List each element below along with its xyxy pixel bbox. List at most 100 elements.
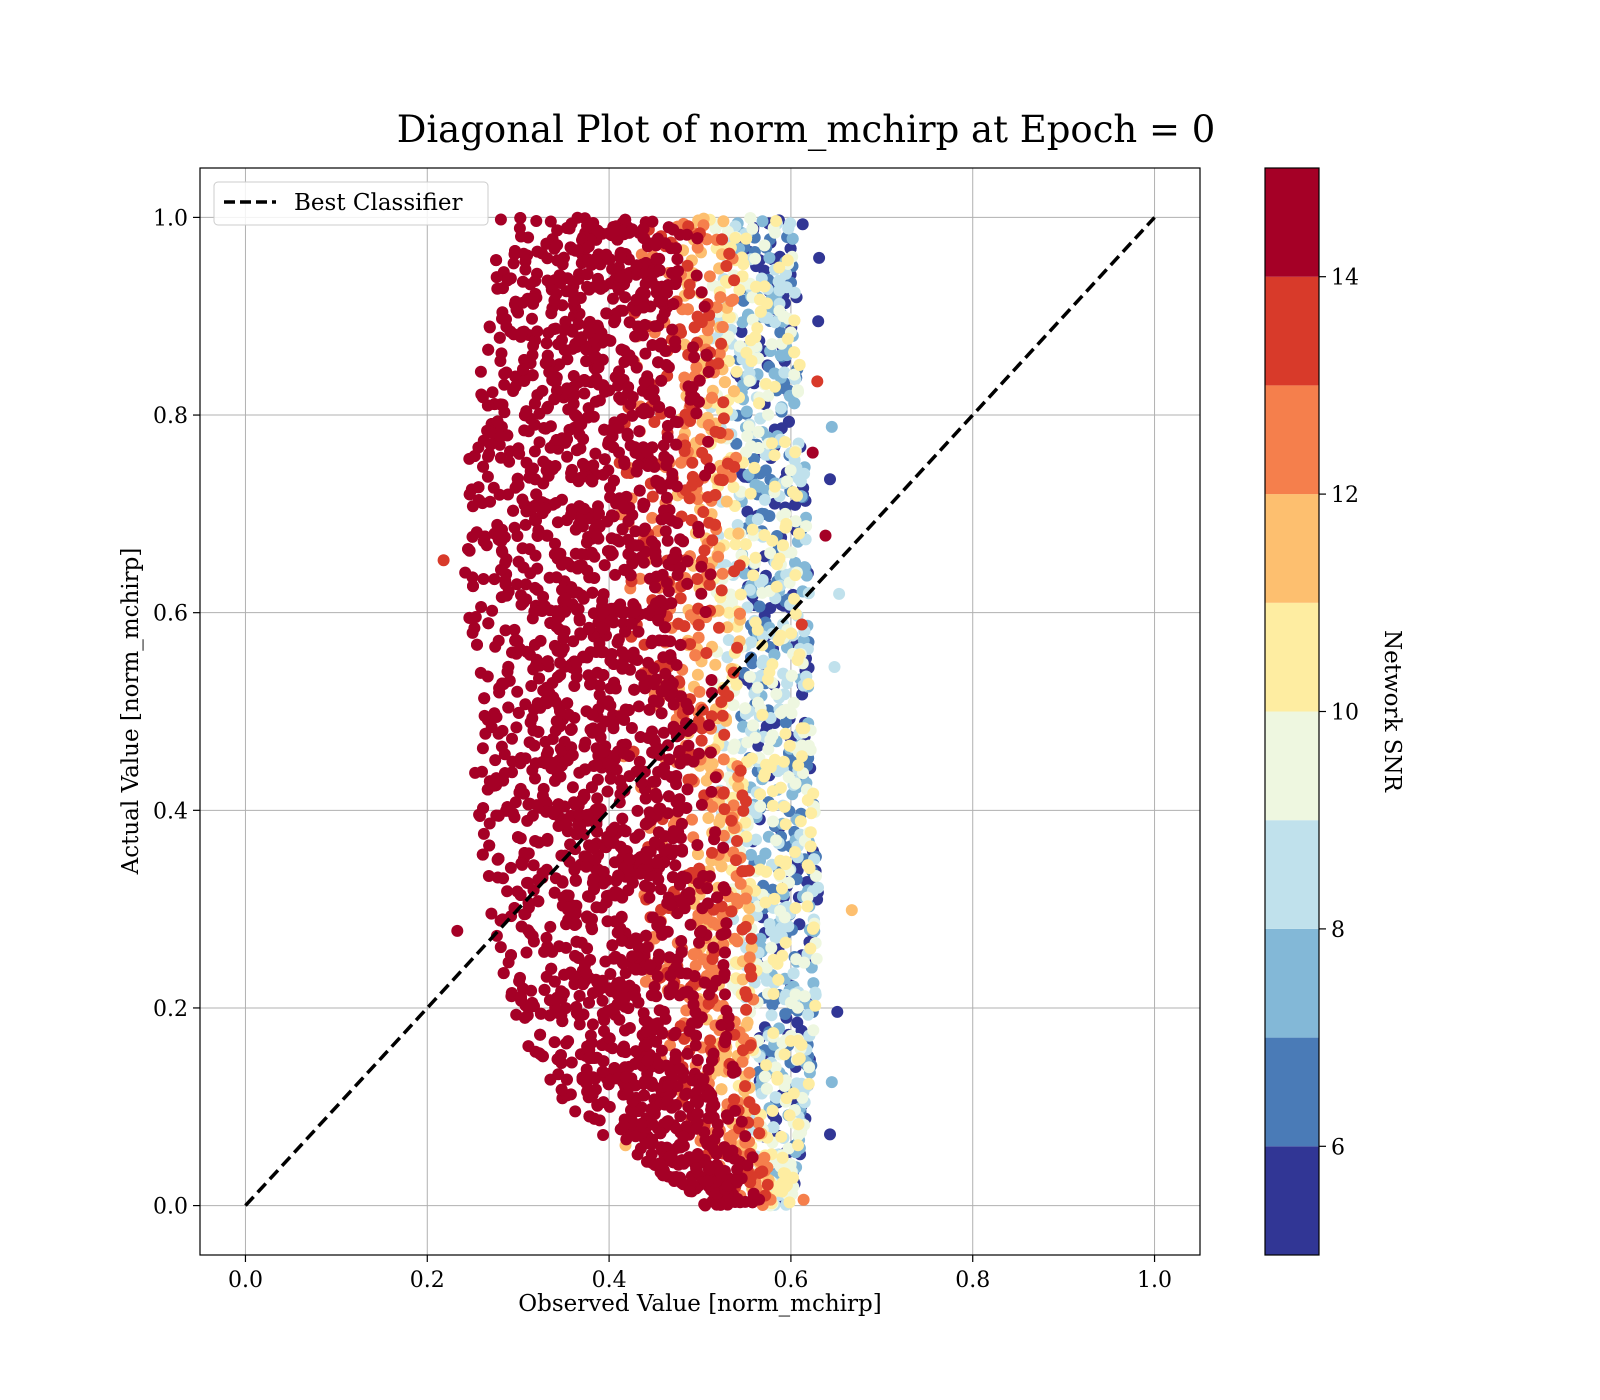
scatter-point [789, 846, 801, 858]
scatter-point [674, 757, 687, 770]
scatter-point [678, 445, 691, 457]
scatter-point [691, 1054, 704, 1067]
scatter-point [681, 985, 694, 998]
scatter-point [683, 278, 696, 291]
scatter-point [833, 587, 846, 600]
scatter-point [634, 731, 647, 743]
scatter-point [773, 304, 786, 317]
scatter-point [554, 770, 567, 783]
scatter-point [767, 1027, 780, 1039]
scatter-point [686, 456, 699, 469]
scatter-point [549, 497, 562, 509]
scatter-point [691, 839, 704, 851]
scatter-point [824, 1128, 836, 1141]
scatter-point [739, 538, 752, 551]
scatter-point [785, 669, 798, 682]
scatter-point [794, 815, 807, 828]
scatter-point [777, 539, 789, 552]
scatter-point [701, 324, 714, 337]
scatter-point [718, 967, 731, 980]
scatter-point [710, 301, 723, 314]
scatter-point [576, 457, 589, 470]
scatter-point [717, 959, 730, 971]
scatter-point [789, 446, 802, 459]
scatter-point [718, 803, 731, 816]
scatter-point [545, 756, 558, 769]
scatter-point [606, 1042, 619, 1055]
scatter-point [757, 654, 770, 667]
scatter-point [713, 347, 726, 360]
scatter-point [745, 942, 758, 954]
scatter-point [691, 668, 704, 681]
scatter-point [743, 670, 756, 683]
scatter-point [674, 1110, 687, 1123]
scatter-point [784, 464, 797, 477]
scatter-point [472, 481, 485, 494]
scatter-point [802, 1077, 815, 1090]
scatter-point [704, 746, 717, 759]
scatter-point [630, 963, 642, 976]
scatter-point [793, 527, 805, 540]
scatter-point [541, 355, 554, 367]
scatter-point [716, 709, 729, 722]
scatter-point [692, 714, 705, 727]
scatter-point [611, 887, 624, 899]
scatter-point [565, 583, 578, 596]
scatter-point [762, 389, 775, 402]
scatter-point [740, 232, 753, 245]
scatter-point [690, 361, 703, 374]
scatter-point [573, 989, 586, 1002]
scatter-point [561, 450, 574, 463]
scatter-point [706, 1054, 718, 1067]
scatter-point [543, 571, 556, 584]
scatter-point [513, 975, 526, 988]
scatter-point [669, 335, 682, 348]
scatter-point [674, 638, 687, 651]
scatter-point [642, 816, 655, 829]
scatter-point [712, 550, 725, 563]
scatter-point [514, 752, 527, 765]
scatter-point [788, 368, 801, 381]
scatter-point [771, 558, 783, 571]
scatter-point [619, 291, 631, 304]
scatter-point [789, 569, 802, 582]
scatter-point [735, 1115, 748, 1128]
scatter-point [797, 1193, 810, 1206]
scatter-point [734, 877, 747, 890]
scatter-point [670, 242, 682, 255]
scatter-point [765, 941, 778, 954]
scatter-point [626, 409, 639, 422]
scatter-point [522, 1040, 535, 1053]
scatter-point [763, 510, 776, 522]
scatter-point [717, 753, 730, 766]
scatter-point [813, 251, 826, 264]
scatter-point [565, 1056, 578, 1069]
scatter-point [743, 374, 756, 387]
scatter-point [753, 1127, 766, 1140]
scatter-point [628, 683, 641, 696]
scatter-point [712, 604, 725, 617]
scatter-point [811, 375, 824, 388]
scatter-point [655, 374, 668, 387]
scatter-points [437, 211, 858, 1212]
scatter-point [785, 707, 798, 720]
scatter-point [792, 1129, 805, 1142]
scatter-point [494, 941, 507, 954]
scatter-point [670, 480, 683, 493]
scatter-point [783, 739, 796, 752]
scatter-point [587, 607, 600, 620]
scatter-point [696, 446, 709, 459]
scatter-point [730, 365, 743, 378]
scatter-point [719, 988, 731, 1001]
scatter-point [723, 311, 736, 324]
scatter-point [657, 439, 670, 452]
scatter-point [762, 743, 775, 756]
scatter-point [581, 942, 594, 955]
scatter-point [690, 407, 703, 420]
scatter-point [803, 1061, 816, 1074]
scatter-point [675, 967, 687, 979]
scatter-point [683, 287, 696, 300]
scatter-point [795, 750, 808, 763]
scatter-point [601, 785, 614, 798]
scatter-point [633, 425, 646, 438]
